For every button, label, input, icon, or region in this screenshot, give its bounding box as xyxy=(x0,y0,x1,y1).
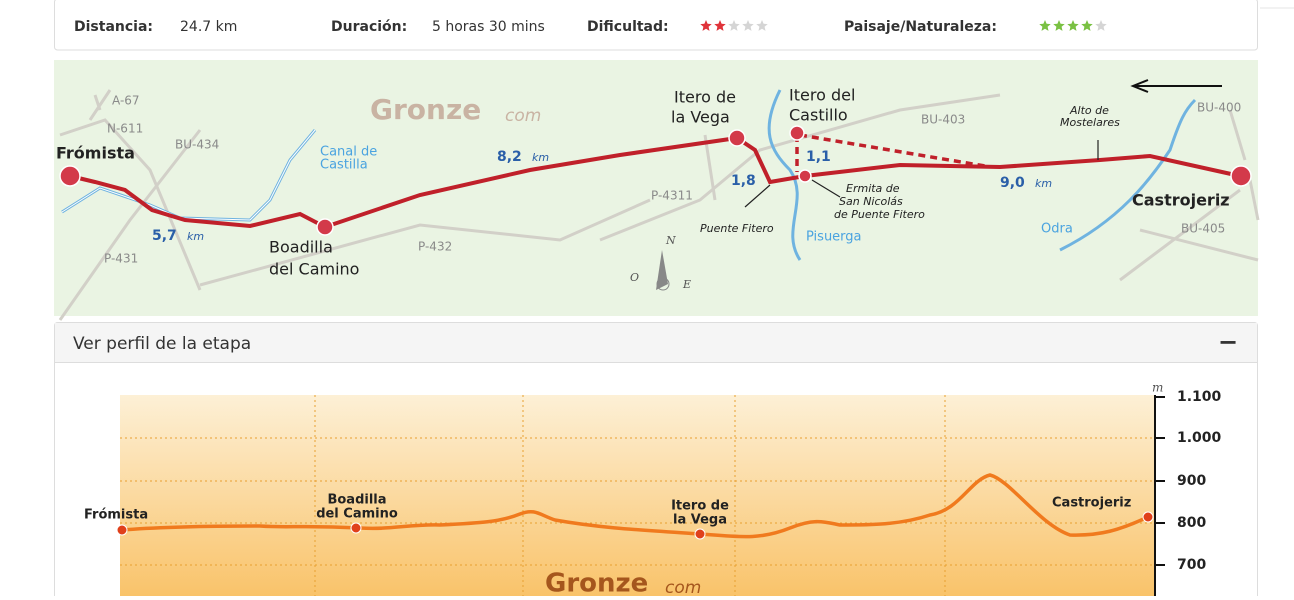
tick-label: 800 xyxy=(1177,515,1206,531)
tick-label: 1.000 xyxy=(1177,430,1222,446)
place: Castrojeriz xyxy=(1132,191,1230,210)
unit: km xyxy=(187,230,204,243)
unit: m xyxy=(1152,381,1163,395)
water: Castilla xyxy=(320,158,368,173)
place: la Vega xyxy=(671,108,730,127)
star xyxy=(1039,20,1051,31)
note: Alto de xyxy=(1069,104,1109,117)
logo: Gronze xyxy=(545,569,648,597)
compass-label: N xyxy=(665,234,676,247)
road: A-67 xyxy=(112,94,140,108)
star xyxy=(1067,20,1079,31)
label: Paisaje/Naturaleza: xyxy=(844,19,997,35)
distance: 9,0 xyxy=(1000,175,1025,191)
logo: com xyxy=(505,106,541,126)
place: Itero del xyxy=(789,86,855,105)
compass xyxy=(656,277,670,291)
label: Duración: xyxy=(331,19,407,35)
note: Ermita de xyxy=(846,182,900,195)
profile-title[interactable]: Ver perfil de la etapa xyxy=(73,334,251,354)
profile-header[interactable] xyxy=(55,323,1257,362)
distance: 5,7 xyxy=(152,228,177,244)
place: Castillo xyxy=(789,106,848,125)
place: Frómista xyxy=(84,508,148,523)
tick-label: 700 xyxy=(1177,557,1206,573)
leader-lines xyxy=(744,140,1099,208)
canal xyxy=(61,129,316,221)
star xyxy=(756,20,768,31)
star xyxy=(1095,20,1107,31)
star xyxy=(714,20,726,31)
profile-area xyxy=(120,395,1155,596)
road: BU-405 xyxy=(1181,222,1225,236)
star xyxy=(742,20,754,31)
logo: com xyxy=(665,578,701,596)
grid xyxy=(120,395,1155,596)
place: Frómista xyxy=(56,144,135,163)
rating xyxy=(700,20,768,31)
road: BU-403 xyxy=(921,113,965,127)
roads xyxy=(58,89,1260,321)
logo: Gronze xyxy=(370,93,481,126)
water: Odra xyxy=(1041,222,1073,237)
road: BU-400 xyxy=(1197,101,1241,115)
road: P-431 xyxy=(104,252,138,266)
value: 24.7 km xyxy=(180,19,237,35)
compass-label: E xyxy=(682,278,691,291)
value: 5 horas 30 mins xyxy=(432,19,545,35)
star xyxy=(700,20,712,31)
place: del Camino xyxy=(316,507,398,522)
place: Itero de xyxy=(674,88,736,107)
distance: 1,1 xyxy=(806,149,831,165)
water: Pisuerga xyxy=(806,230,862,245)
waypoints xyxy=(59,125,1252,236)
note: de Puente Fitero xyxy=(834,208,925,221)
distance: 8,2 xyxy=(497,149,522,165)
tick-label: 900 xyxy=(1177,473,1206,489)
label: Dificultad: xyxy=(587,19,669,35)
unit: km xyxy=(1035,177,1052,190)
direction-arrow xyxy=(1130,79,1222,93)
profile-points xyxy=(116,511,1154,540)
place: Itero de xyxy=(671,499,729,514)
tick-label: 1.100 xyxy=(1177,389,1222,405)
place: la Vega xyxy=(673,513,727,528)
summary-box xyxy=(54,0,1258,51)
road: P-4311 xyxy=(651,189,693,203)
note: San Nicolás xyxy=(839,195,903,208)
label: Distancia: xyxy=(74,19,153,35)
place: Boadilla xyxy=(269,238,333,257)
map xyxy=(54,60,1258,316)
road: BU-434 xyxy=(175,138,219,152)
rating xyxy=(1039,20,1107,31)
road: P-432 xyxy=(418,240,452,254)
note: Puente Fitero xyxy=(700,222,774,235)
water: Canal de xyxy=(320,145,377,160)
toggle[interactable]: − xyxy=(1218,328,1238,356)
unit: km xyxy=(532,151,549,164)
place: Boadilla xyxy=(327,493,386,508)
place: del Camino xyxy=(269,260,359,279)
star xyxy=(1053,20,1065,31)
distance: 1,8 xyxy=(731,173,756,189)
note: Mostelares xyxy=(1060,116,1120,129)
compass-label: O xyxy=(630,271,639,284)
route-detour xyxy=(795,133,986,172)
star xyxy=(728,20,740,31)
place: Castrojeriz xyxy=(1052,496,1131,511)
road: N-611 xyxy=(107,122,143,136)
elevation-line xyxy=(121,473,1149,539)
star xyxy=(1081,20,1093,31)
